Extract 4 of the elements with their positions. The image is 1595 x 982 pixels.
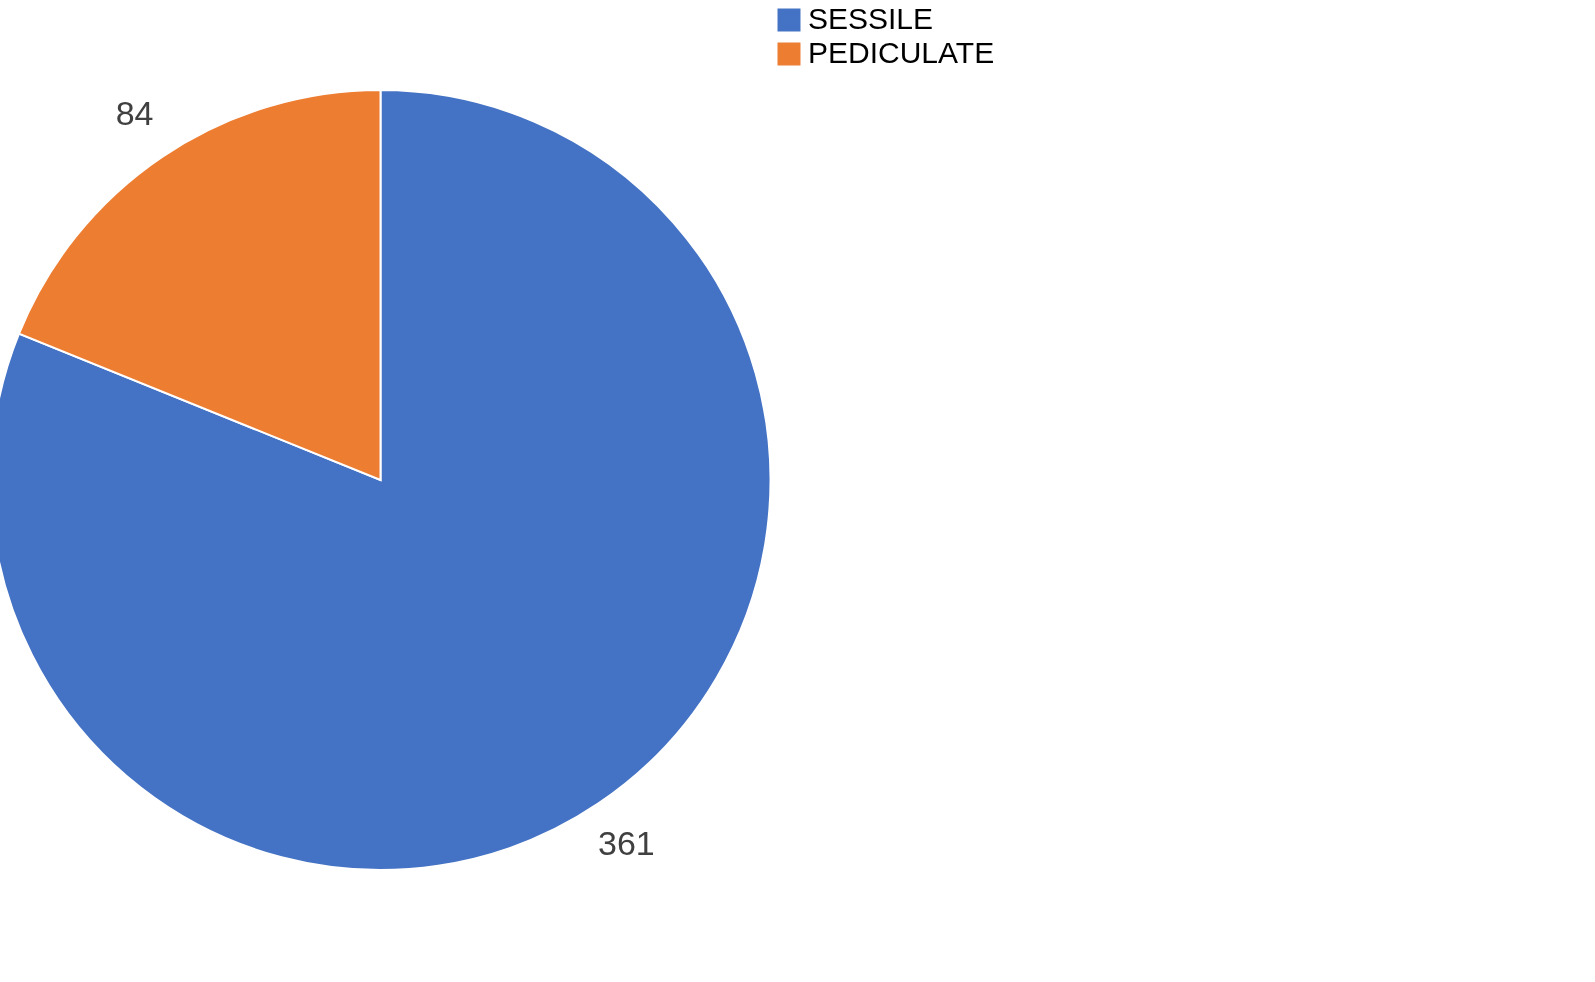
- legend-label: SESSILE: [808, 2, 934, 35]
- data-label: 361: [598, 823, 655, 862]
- data-label: 84: [115, 94, 154, 133]
- legend-label: PEDICULATE: [808, 36, 995, 69]
